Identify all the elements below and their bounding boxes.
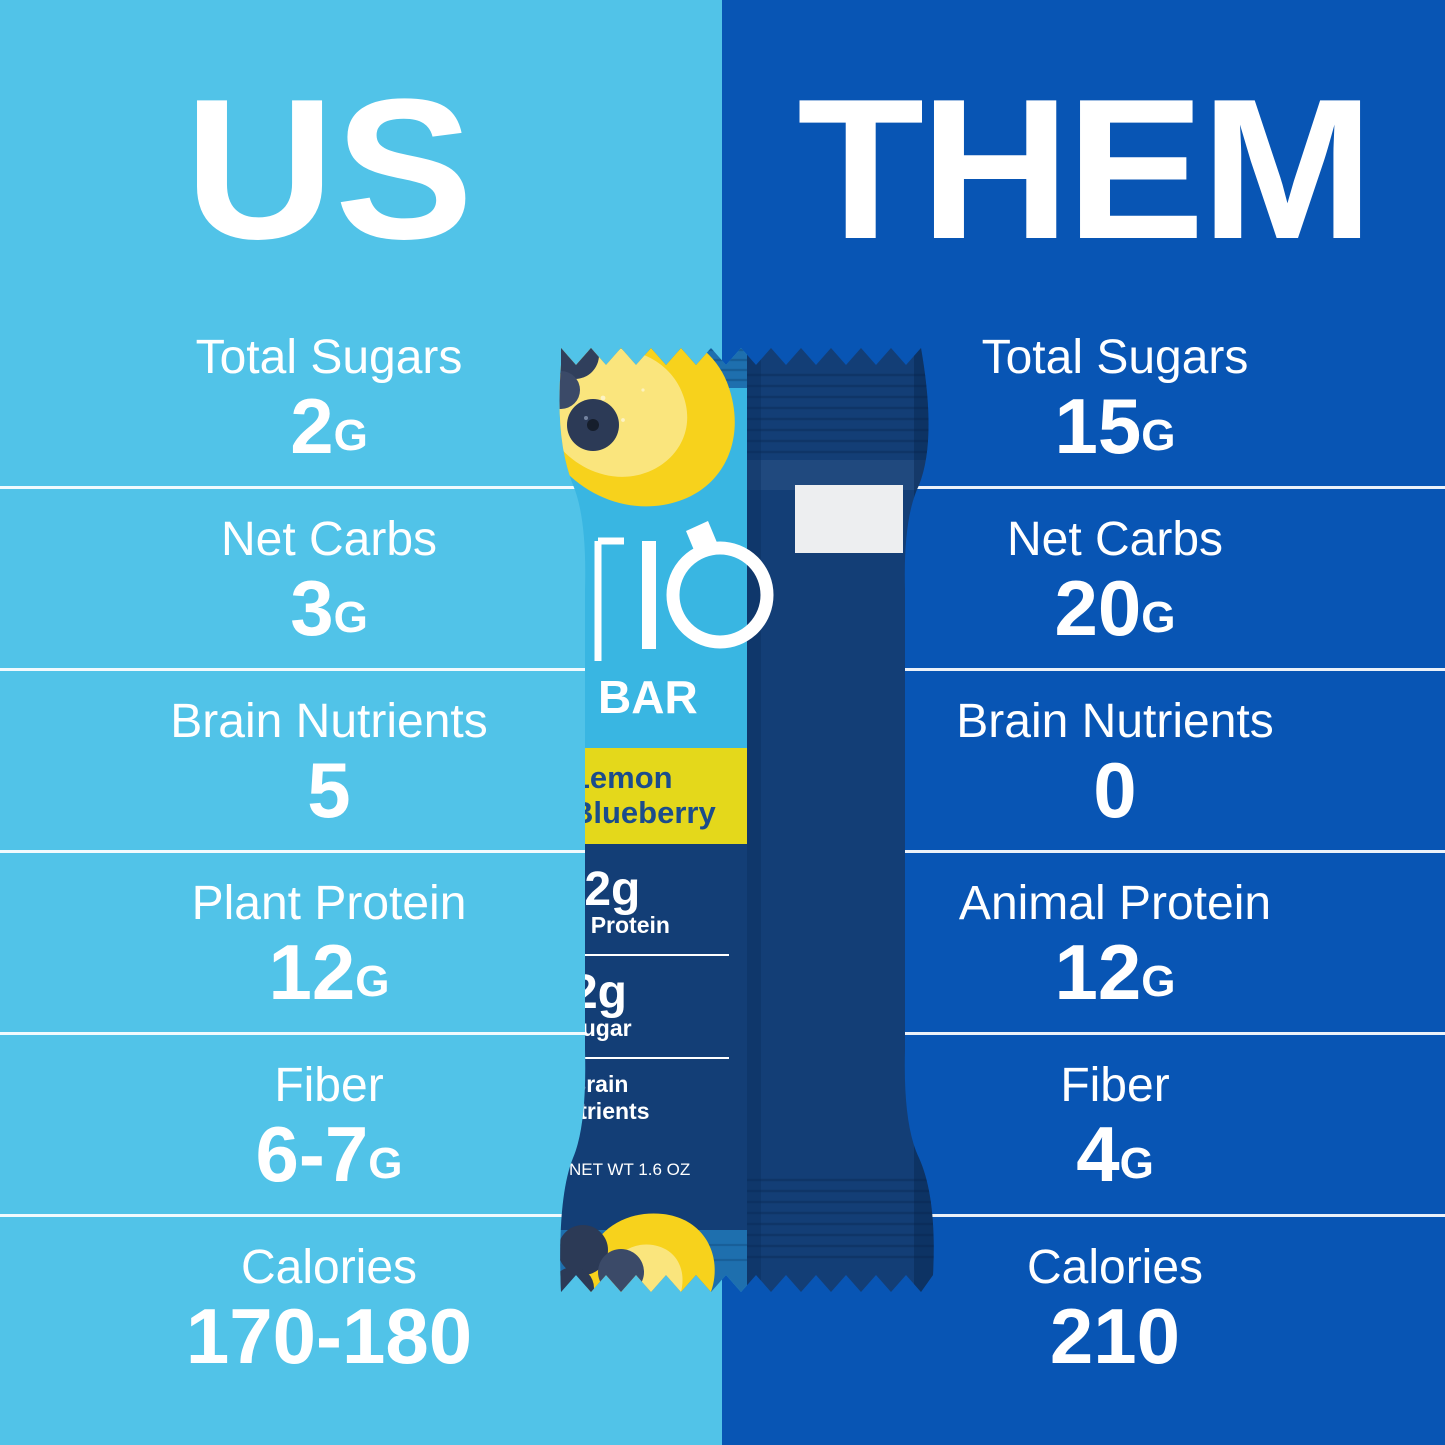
svg-text:Lemon: Lemon <box>571 760 673 795</box>
svg-text:Nutrients: Nutrients <box>553 1098 649 1124</box>
svg-text:BAR: BAR <box>598 671 698 723</box>
svg-text:Brain: Brain <box>570 1071 629 1097</box>
svg-text:Plant Protein: Plant Protein <box>553 912 670 938</box>
svg-text:Blueberry: Blueberry <box>571 795 716 830</box>
svg-text:Sugar: Sugar <box>566 1015 631 1041</box>
svg-text:NET WT 1.6 OZ: NET WT 1.6 OZ <box>569 1160 690 1179</box>
svg-text:12g: 12g <box>558 863 641 916</box>
svg-text:2g: 2g <box>571 966 627 1019</box>
